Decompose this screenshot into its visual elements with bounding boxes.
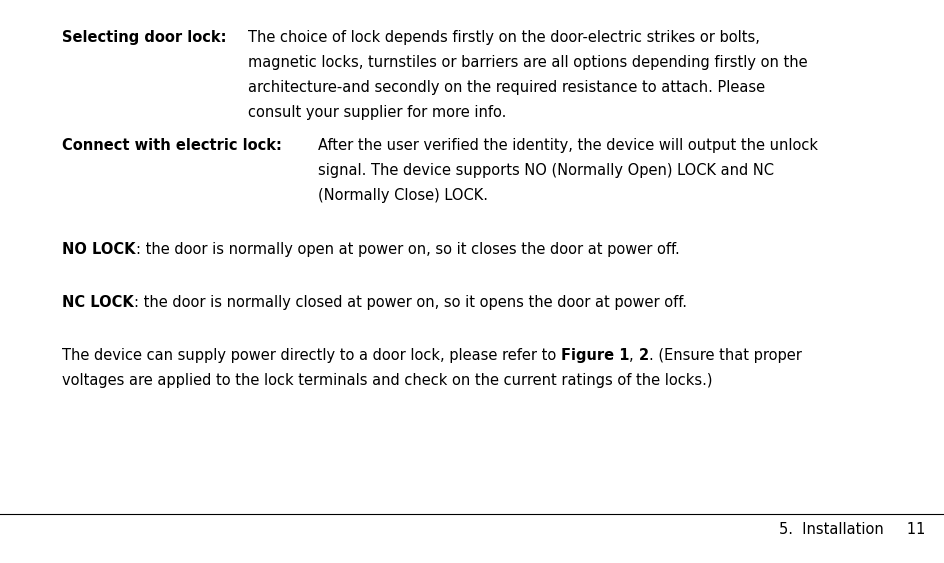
Text: signal. The device supports NO (Normally Open) LOCK and NC: signal. The device supports NO (Normally…: [318, 163, 773, 178]
Text: Figure 1: Figure 1: [561, 348, 629, 363]
Text: voltages are applied to the lock terminals and check on the current ratings of t: voltages are applied to the lock termina…: [62, 373, 712, 388]
Text: The device can supply power directly to a door lock, please refer to: The device can supply power directly to …: [62, 348, 561, 363]
Text: architecture-and secondly on the required resistance to attach. Please: architecture-and secondly on the require…: [247, 80, 765, 95]
Text: magnetic locks, turnstiles or barriers are all options depending firstly on the: magnetic locks, turnstiles or barriers a…: [247, 55, 807, 70]
Text: Connect with electric lock:: Connect with electric lock:: [62, 138, 281, 153]
Text: The choice of lock depends firstly on the door-electric strikes or bolts,: The choice of lock depends firstly on th…: [247, 30, 759, 45]
Text: NC LOCK: NC LOCK: [62, 295, 134, 310]
Text: : the door is normally open at power on, so it closes the door at power off.: : the door is normally open at power on,…: [135, 242, 679, 257]
Text: (Normally Close) LOCK.: (Normally Close) LOCK.: [318, 188, 487, 203]
Text: Selecting door lock:: Selecting door lock:: [62, 30, 227, 45]
Text: . (Ensure that proper: . (Ensure that proper: [649, 348, 801, 363]
Text: : the door is normally closed at power on, so it opens the door at power off.: : the door is normally closed at power o…: [134, 295, 686, 310]
Text: ,: ,: [629, 348, 638, 363]
Text: After the user verified the identity, the device will output the unlock: After the user verified the identity, th…: [318, 138, 818, 153]
Text: 2: 2: [638, 348, 649, 363]
Text: 5.  Installation     11: 5. Installation 11: [778, 522, 924, 537]
Text: NO LOCK: NO LOCK: [62, 242, 135, 257]
Text: consult your supplier for more info.: consult your supplier for more info.: [247, 105, 506, 120]
